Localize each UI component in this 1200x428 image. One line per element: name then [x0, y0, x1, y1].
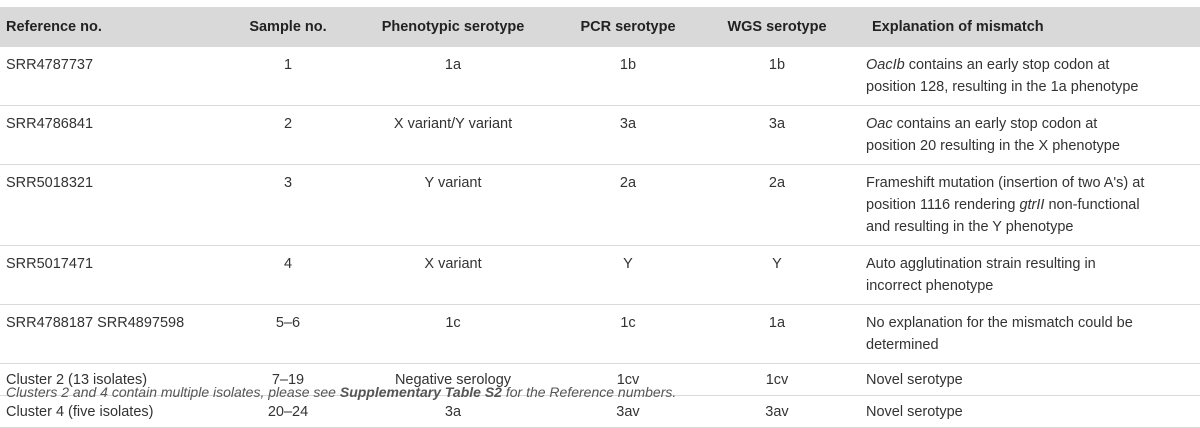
cell-explanation: Auto agglutination strain resulting in in…: [866, 245, 1200, 305]
table-header: Reference no. Sample no. Phenotypic sero…: [0, 7, 1200, 47]
gene-name: OacIb: [866, 57, 905, 73]
header-pcr-serotype: PCR serotype: [580, 19, 676, 35]
cell-explanation: Frameshift mutation (insertion of two A'…: [866, 164, 1200, 246]
cell-sample: 2: [238, 105, 338, 165]
cell-explanation: OacIb contains an early stop codon at pos…: [866, 47, 1200, 106]
cell-reference: SRR4786841: [0, 105, 238, 165]
cell-pcr: 3a: [568, 105, 688, 165]
explanation-text: position 20 resulting in the X phenotype: [866, 138, 1120, 154]
explanation-text: contains an early stop codon at: [904, 57, 1110, 73]
table-row: SRR5018321 3 Y variant 2a 2a Frameshift …: [0, 164, 1200, 246]
serotype-mismatch-table: Reference no. Sample no. Phenotypic sero…: [0, 7, 1200, 428]
table-row: SRR5017471 4 X variant Y Y Auto agglutin…: [0, 245, 1200, 305]
cell-explanation: Oac contains an early stop codon at posit…: [866, 105, 1200, 165]
gene-name: gtrII: [1019, 197, 1045, 213]
cell-reference: SRR4787737: [6, 57, 94, 73]
table-figure: Reference no. Sample no. Phenotypic sero…: [0, 7, 1200, 428]
cell-explanation: Novel serotype: [866, 395, 1200, 428]
cell-phenotypic: 1c: [338, 304, 568, 364]
cell-pcr: 2a: [568, 164, 688, 246]
cell-phenotypic: Y variant: [338, 164, 568, 246]
explanation-text: and resulting in the Y phenotype: [866, 219, 1074, 235]
table-footnote: Clusters 2 and 4 contain multiple isolat…: [6, 384, 676, 400]
cell-wgs: 1cv: [688, 363, 866, 396]
header-row: Reference no. Sample no. Phenotypic sero…: [0, 7, 1200, 47]
cell-wgs: 2a: [688, 164, 866, 246]
explanation-text: determined: [866, 337, 939, 353]
table-row: SRR4786841 2 X variant/Y variant 3a 3a O…: [0, 105, 1200, 165]
cell-reference: Cluster 2 (13 isolates): [0, 363, 238, 396]
cell-reference: SRR5018321: [0, 164, 238, 246]
cell-wgs: 1a: [688, 304, 866, 364]
cell-reference: SRR4788187 SRR4897598: [0, 304, 238, 364]
cell-pcr: 1b: [619, 57, 637, 73]
cell-pcr: 1c: [568, 304, 688, 364]
cell-phenotypic: X variant/Y variant: [338, 105, 568, 165]
explanation-text: position 128, resulting in the 1a phenot…: [866, 79, 1139, 95]
cell-wgs: 3av: [688, 395, 866, 428]
cell-sample: 1: [283, 57, 293, 73]
cell-phenotypic: 3a: [338, 395, 568, 428]
explanation-text: incorrect phenotype: [866, 278, 994, 294]
table-row: SRR4788187 SRR4897598 5–6 1c 1c 1a No ex…: [0, 304, 1200, 364]
header-phenotypic-serotype: Phenotypic serotype: [381, 19, 525, 35]
explanation-text: Auto agglutination strain resulting in: [866, 256, 1096, 272]
explanation-text: Novel serotype: [866, 404, 963, 420]
header-explanation: Explanation of mismatch: [872, 19, 1044, 35]
explanation-text: No explanation for the mismatch could be: [866, 315, 1133, 331]
explanation-text: non-functional: [1044, 197, 1140, 213]
footnote-text: for the Reference numbers.: [501, 384, 677, 400]
cell-sample: 3: [238, 164, 338, 246]
table-row: Cluster 2 (13 isolates) 7–19 Negative se…: [0, 363, 1200, 396]
cell-reference: Cluster 4 (five isolates): [0, 395, 238, 428]
cell-pcr: 1cv: [568, 363, 688, 396]
cell-wgs: 3a: [688, 105, 866, 165]
gene-name: Oac: [866, 116, 893, 132]
explanation-text: contains an early stop codon at: [892, 116, 1098, 132]
header-sample-no: Sample no.: [249, 19, 327, 35]
cell-pcr: 3av: [568, 395, 688, 428]
cell-phenotypic: X variant: [338, 245, 568, 305]
table-row: Cluster 4 (five isolates) 20–24 3a 3av 3…: [0, 395, 1200, 428]
table-body: SRR4787737 1 1a 1b 1b OacIb contains an …: [0, 47, 1200, 428]
cell-wgs: 1b: [768, 57, 786, 73]
cell-sample: 20–24: [238, 395, 338, 428]
cell-sample: 5–6: [238, 304, 338, 364]
explanation-text: position 1116 rendering: [866, 197, 1020, 213]
explanation-text: Frameshift mutation (insertion of two A'…: [866, 175, 1145, 191]
cell-phenotypic: Negative serology: [338, 363, 568, 396]
cell-wgs: Y: [688, 245, 866, 305]
cell-reference: SRR5017471: [0, 245, 238, 305]
header-wgs-serotype: WGS serotype: [727, 19, 827, 35]
cell-sample: 4: [238, 245, 338, 305]
cell-phenotypic: 1a: [444, 57, 462, 73]
cell-pcr: Y: [568, 245, 688, 305]
explanation-text: Novel serotype: [866, 372, 963, 388]
cell-sample: 7–19: [238, 363, 338, 396]
footnote-text: Clusters 2 and 4 contain multiple isolat…: [6, 384, 340, 400]
header-reference-no: Reference no.: [6, 19, 102, 35]
supplementary-table-reference: Supplementary Table S2: [339, 384, 502, 400]
cell-explanation: Novel serotype: [866, 363, 1200, 396]
cell-explanation: No explanation for the mismatch could be…: [866, 304, 1200, 364]
table-row: SRR4787737 1 1a 1b 1b OacIb contains an …: [0, 47, 1200, 106]
